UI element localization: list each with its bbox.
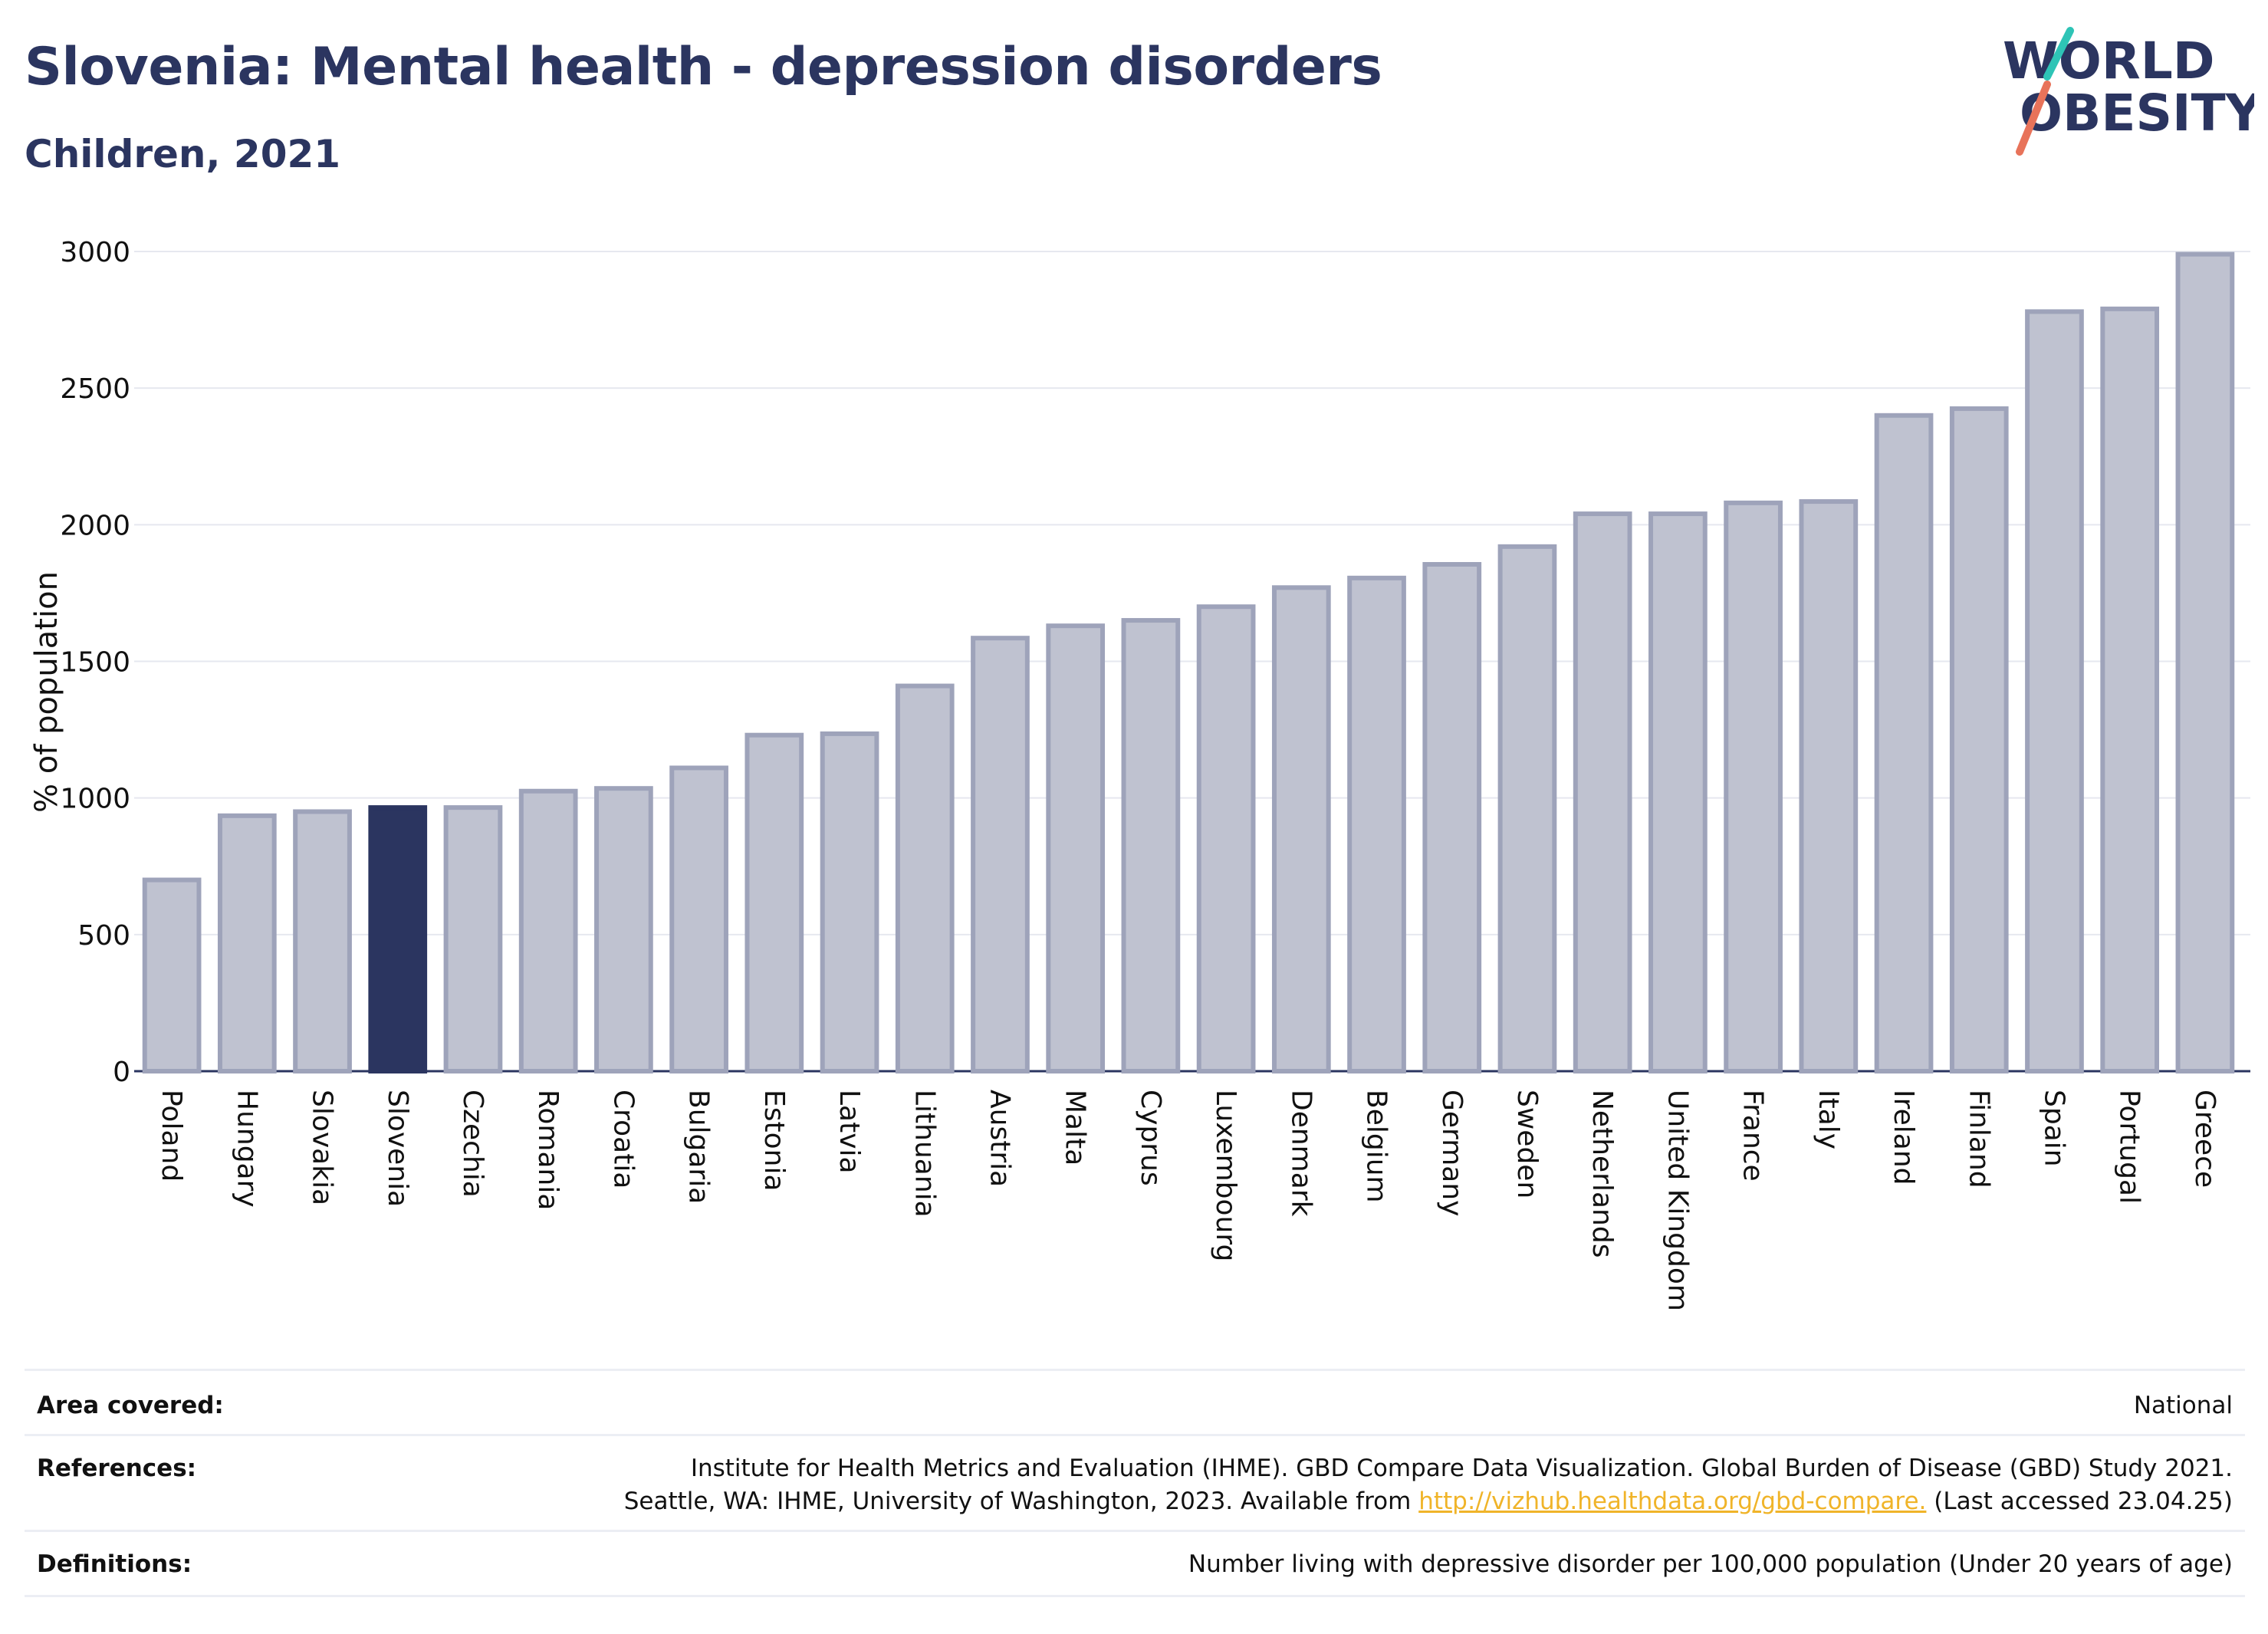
x-category-label: Czechia — [457, 1090, 488, 1198]
y-tick-label: 3000 — [60, 237, 130, 268]
bar-sweden — [1497, 544, 1557, 1073]
bar-slovakia — [293, 809, 352, 1073]
bar-bulgaria — [669, 765, 728, 1073]
references-label: References: — [37, 1455, 197, 1482]
bar-slovenia — [368, 805, 428, 1073]
x-category-label: Denmark — [1285, 1090, 1316, 1217]
y-tick-label: 2500 — [60, 373, 130, 405]
x-category-label: Spain — [2038, 1090, 2069, 1167]
bar-lithuania — [895, 683, 955, 1073]
bar-austria — [971, 636, 1030, 1073]
logo-line1: WORLD — [2003, 31, 2215, 90]
bar-netherlands — [1573, 511, 1632, 1073]
x-category-label: Bulgaria — [683, 1090, 715, 1204]
y-tick-label: 2000 — [60, 510, 130, 541]
x-category-label: Luxembourg — [1210, 1090, 1241, 1261]
x-category-label: Netherlands — [1586, 1090, 1618, 1258]
footer-row-area — [25, 1434, 2245, 1436]
footer-divider-top — [25, 1369, 2245, 1371]
x-category-label: Germany — [1436, 1090, 1468, 1216]
logo-slash-teal — [2043, 27, 2074, 81]
chart-subtitle: Children, 2021 — [25, 132, 341, 176]
footer-row-references — [25, 1530, 2245, 1532]
area-covered-label: Area covered: — [37, 1392, 224, 1419]
references-line2: Seattle, WA: IHME, University of Washing… — [624, 1488, 2233, 1515]
x-category-label: Malta — [1060, 1090, 1091, 1165]
y-axis-label: % of population — [29, 571, 64, 813]
logo-line2: OBESITY — [2020, 84, 2254, 143]
x-category-label: Latvia — [833, 1090, 865, 1174]
references-line1: Institute for Health Metrics and Evaluat… — [690, 1455, 2233, 1482]
bar-cyprus — [1121, 618, 1181, 1073]
bar-denmark — [1271, 585, 1331, 1073]
bar-latvia — [820, 731, 879, 1073]
chart-title: Slovenia: Mental health - depression dis… — [25, 37, 1382, 97]
bar-france — [1724, 500, 1783, 1073]
x-category-label: Greece — [2189, 1090, 2220, 1188]
x-category-label: Lithuania — [909, 1090, 940, 1218]
footer-divider-bottom — [25, 1595, 2245, 1597]
x-category-label: Ireland — [1888, 1090, 1919, 1185]
x-category-label: Slovenia — [382, 1090, 413, 1207]
bar-romania — [518, 788, 578, 1073]
bar-ireland — [1874, 413, 1934, 1073]
x-category-label: Slovakia — [307, 1090, 338, 1205]
references-line2-post: (Last accessed 23.04.25) — [1926, 1488, 2233, 1515]
definitions-value: Number living with depressive disorder p… — [1188, 1550, 2233, 1578]
definitions-label: Definitions: — [37, 1550, 192, 1578]
bar-croatia — [594, 786, 653, 1073]
y-tick-label: 1000 — [60, 784, 130, 815]
area-covered-value: National — [2133, 1392, 2233, 1419]
bar-spain — [2025, 309, 2084, 1074]
bar-finland — [1949, 406, 2009, 1073]
x-category-label: France — [1737, 1090, 1769, 1182]
x-category-labels: Poland Hungary Slovakia Slovenia Czechia Roma… — [156, 1090, 2220, 1311]
x-category-label: Romania — [532, 1090, 564, 1210]
bar-hungary — [217, 813, 277, 1074]
x-category-label: Finland — [1963, 1090, 1994, 1189]
bar-chart: 0 500 1000 1500 2000 2500 3000 Poland Hungary Sl… — [29, 237, 2250, 1311]
bar-italy — [1799, 499, 1859, 1073]
references-link[interactable]: http://vizhub.healthdata.org/gbd-compare… — [1418, 1488, 1927, 1515]
bar-poland — [142, 877, 202, 1073]
bar-luxembourg — [1196, 604, 1256, 1073]
y-tick-label: 1500 — [60, 647, 130, 679]
bars — [142, 252, 2235, 1074]
x-category-label: Poland — [156, 1090, 187, 1182]
x-category-label: Portugal — [2114, 1090, 2145, 1204]
x-category-label: Austria — [984, 1090, 1015, 1187]
x-category-label: Sweden — [1511, 1090, 1543, 1198]
x-category-label: Cyprus — [1135, 1090, 1166, 1186]
bar-czechia — [443, 805, 503, 1073]
bar-malta — [1046, 623, 1106, 1073]
bar-greece — [2175, 252, 2235, 1073]
bar-belgium — [1347, 575, 1406, 1073]
x-category-label: United Kingdom — [1662, 1090, 1693, 1311]
references-line2-pre: Seattle, WA: IHME, University of Washing… — [623, 1488, 1419, 1515]
bar-estonia — [744, 732, 804, 1074]
y-tick-labels: 0 500 1000 1500 2000 2500 3000 — [60, 237, 130, 1088]
x-category-label: Italy — [1813, 1090, 1844, 1149]
x-category-label: Estonia — [758, 1090, 790, 1192]
bar-united-kingdom — [1648, 511, 1708, 1073]
x-category-label: Hungary — [231, 1090, 262, 1208]
x-category-label: Belgium — [1361, 1090, 1392, 1203]
bar-germany — [1422, 562, 1482, 1073]
y-tick-label: 500 — [77, 920, 130, 952]
y-tick-label: 0 — [113, 1057, 130, 1088]
world-obesity-logo: WORLD OBESITY — [2003, 27, 2254, 156]
bar-portugal — [2100, 306, 2160, 1073]
logo-slash-coral — [2016, 81, 2051, 156]
x-category-label: Croatia — [607, 1090, 639, 1189]
